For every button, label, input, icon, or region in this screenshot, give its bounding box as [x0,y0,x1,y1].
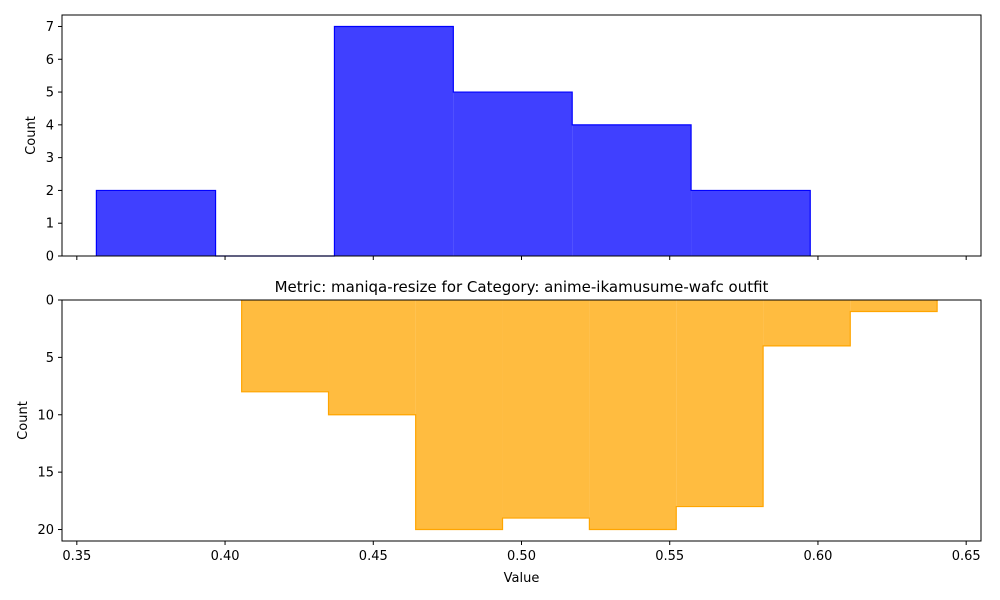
histogram-bar [241,300,329,392]
histogram-outline [241,300,938,531]
y-tick-label: 5 [46,351,54,366]
y-tick-label: 4 [46,118,54,133]
y-tick-label: 3 [46,151,54,166]
y-tick-label: 7 [46,20,54,35]
y-axis-label: Count [24,116,39,155]
x-tick-label: 0.45 [359,549,388,564]
x-tick-label: 0.65 [952,549,981,564]
y-tick-label: 1 [46,217,54,232]
histogram-bars [96,26,811,257]
histogram-outline [95,25,811,257]
y-tick-label: 20 [37,523,54,538]
histogram-bar [502,300,590,519]
histogram-bar [589,300,677,530]
histogram-bar [334,26,454,256]
bottom-histogram-panel: 0 5 10 15 20 0.35 0.40 0.45 0.50 0.55 0.60 0.65 Coun… [16,278,982,586]
histogram-bar [453,92,573,257]
x-tick-label: 0.40 [211,549,240,564]
histogram-bar [850,300,938,312]
histogram-bar [96,190,216,256]
y-tick-label: 10 [37,408,54,423]
x-tick-label: 0.55 [655,549,684,564]
histogram-bar [691,190,811,256]
x-tick-label: 0.50 [507,549,536,564]
x-tick-label: 0.60 [803,549,832,564]
histogram-bar [763,300,851,346]
x-tick-label: 0.35 [62,549,91,564]
histogram-bar [328,300,416,415]
x-axis-label: Value [504,571,540,586]
y-tick-label: 0 [46,250,54,265]
y-tick-label: 5 [46,86,54,101]
top-histogram-panel: 0 1 2 3 4 5 6 7 Count [24,14,982,265]
histogram-bar [572,124,692,256]
y-tick-label: 0 [46,294,54,309]
chart-title: Metric: maniqa-resize for Category: anim… [275,278,769,296]
histogram-bar [676,300,764,507]
y-tick-label: 15 [37,466,54,481]
histogram-bar [415,300,503,530]
y-tick-label: 2 [46,184,54,199]
y-tick-label: 6 [46,53,54,68]
y-axis-label: Count [16,401,31,440]
histogram-bars [241,300,938,530]
